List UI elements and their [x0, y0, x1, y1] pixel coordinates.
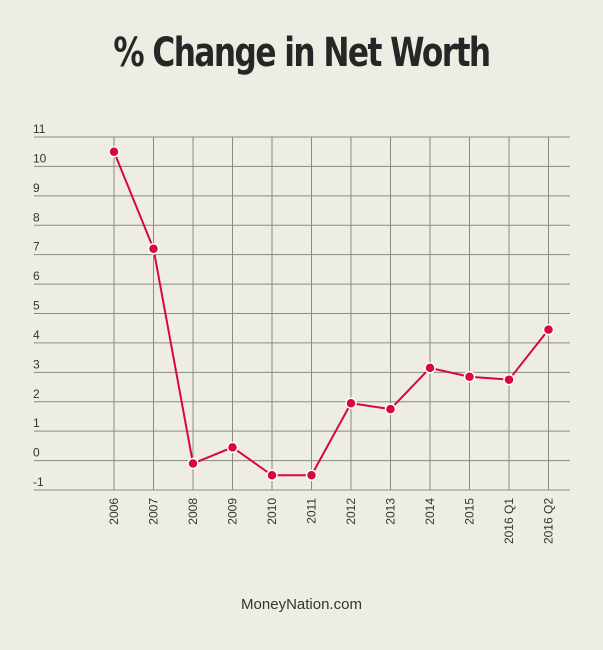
y-tick-label: -1 [33, 475, 44, 489]
data-point [345, 397, 357, 409]
data-point [108, 145, 120, 158]
y-tick-label: 4 [33, 328, 40, 342]
series-line [113, 151, 550, 477]
y-tick-label: 6 [33, 269, 40, 283]
x-tick-label: 2006 [107, 498, 121, 525]
y-tick-label: 1 [33, 416, 40, 430]
x-axis-ticks: 2006 2007 2008 2009 2010 2011 2012 2013 2014 2015… [107, 498, 556, 544]
series-lines [113, 151, 550, 477]
x-tick-label: 2013 [384, 498, 398, 525]
data-point [542, 323, 555, 336]
y-tick-label: 10 [33, 151, 47, 165]
y-tick-label: 2 [33, 387, 40, 401]
x-tick-label: 2011 [305, 498, 319, 524]
x-tick-label: 2016 Q1 [502, 498, 516, 544]
series-points [108, 145, 555, 482]
x-tick-label: 2008 [186, 498, 200, 525]
data-point [384, 403, 397, 415]
x-tick-label: 2014 [423, 498, 437, 525]
y-tick-label: 0 [33, 446, 40, 460]
data-point [147, 243, 160, 255]
data-point [424, 362, 436, 374]
x-tick-label: 2010 [265, 498, 279, 525]
x-tick-label: 2007 [147, 498, 161, 525]
y-tick-label: 7 [33, 240, 40, 254]
data-point [305, 469, 318, 482]
x-tick-label: 2015 [463, 498, 477, 525]
data-point [187, 457, 199, 470]
data-point [266, 469, 278, 482]
data-point [226, 441, 239, 454]
x-tick-label: 2012 [344, 498, 358, 525]
y-tick-label: 11 [33, 122, 46, 136]
chart-title: % Change in Net Worth [113, 30, 491, 76]
y-tick-label: 3 [33, 357, 40, 371]
data-point [503, 373, 515, 386]
data-point [463, 370, 476, 383]
y-tick-label: 9 [33, 181, 40, 195]
x-tick-label: 2016 Q2 [542, 498, 556, 544]
grid [34, 136, 570, 491]
y-tick-label: 8 [33, 210, 40, 224]
x-tick-label: 2009 [226, 498, 240, 525]
source-credit: MoneyNation.com [241, 596, 362, 613]
y-tick-label: 5 [33, 299, 40, 313]
